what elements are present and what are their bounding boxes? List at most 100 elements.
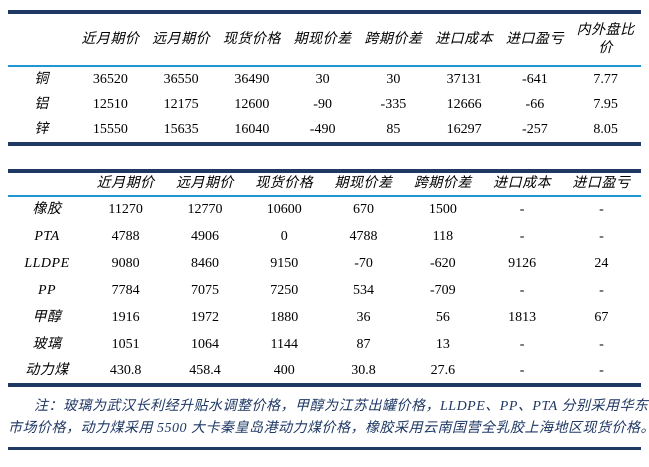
value-cell: -90	[313, 97, 332, 113]
value-cell: 7.95	[593, 97, 618, 113]
value-cell: 118	[432, 228, 454, 244]
value-cell: -	[599, 336, 604, 352]
value-cell: 9150	[270, 255, 299, 271]
value-cell: -	[599, 362, 604, 378]
value-cell: 458.4	[189, 362, 221, 378]
value-cell: 7250	[270, 282, 299, 298]
table-row: 玻璃 1051 1064 1144 87 13 - -	[8, 331, 641, 358]
table-row: PP 7784 7075 7250 534 -709 - -	[8, 277, 641, 304]
value-cell: 16040	[234, 122, 270, 138]
column-header: 跨期价差	[364, 31, 423, 47]
table-row: 动力煤 430.8 458.4 400 30.8 27.6 - -	[8, 358, 641, 385]
value-cell: -	[599, 202, 604, 218]
value-cell: -	[599, 228, 604, 244]
row-label-header	[8, 171, 86, 196]
chemicals-table-header: 近月期价 远月期价 现货价格 期现价差 跨期价差 进口成本 进口盈亏	[8, 171, 642, 196]
value-cell: -620	[430, 255, 456, 271]
column-header: 进口成本	[435, 31, 494, 47]
value-cell: 30	[386, 71, 401, 87]
value-cell: -490	[309, 122, 336, 138]
row-label: 玻璃	[32, 336, 62, 352]
value-cell: 430.8	[109, 362, 142, 378]
value-cell: 36520	[92, 71, 128, 87]
value-cell: -	[519, 362, 525, 378]
value-cell: -641	[522, 71, 548, 87]
value-cell: 67	[594, 309, 609, 325]
column-header: 期现价差	[293, 31, 352, 47]
table-row: 锌 15550 15635 16040 -490 85 16297 -257 8.05	[8, 118, 641, 144]
column-header: 跨期价差	[413, 176, 472, 192]
table-row: 铝 12510 12175 12600 -90 -335 12666 -66 7.95	[8, 92, 641, 118]
value-cell: 7075	[190, 282, 219, 298]
value-cell: 12510	[92, 97, 128, 113]
value-cell: 27.6	[430, 362, 456, 378]
row-label: LLDPE	[24, 255, 70, 271]
table-row: LLDPE 9080 8460 9150 -70 -620 9126 24	[8, 250, 641, 277]
value-cell: 87	[356, 336, 371, 352]
row-label: 锌	[34, 122, 49, 138]
row-label: 动力煤	[25, 362, 69, 378]
value-cell: 4906	[190, 228, 219, 244]
column-header: 期现价差	[334, 176, 393, 192]
value-cell: 8.05	[593, 122, 618, 138]
value-cell: 37131	[446, 71, 482, 87]
value-cell: 670	[353, 202, 375, 218]
table-row: 铜 36520 36550 36490 30 30 37131 -641 7.77	[8, 66, 641, 92]
metals-table-header: 近月期价 远月期价 现货价格 期现价差 跨期价差 进口成本 进口盈亏 内外盘比价	[8, 12, 641, 66]
column-header: 现货价格	[222, 31, 281, 47]
header-row: 近月期价 远月期价 现货价格 期现价差 跨期价差 进口成本 进口盈亏 内外盘比价	[8, 12, 641, 66]
value-cell: -	[599, 282, 604, 298]
column-header: 内外盘比价	[576, 23, 635, 56]
value-cell: 36550	[163, 71, 199, 87]
value-cell: 8460	[190, 255, 219, 271]
table-row: PTA 4788 4906 0 4788 118 - -	[8, 223, 641, 250]
row-label: 甲醇	[32, 309, 62, 325]
value-cell: 9080	[111, 255, 140, 271]
footnote-line-2: 市场价格，动力煤采用 5500 大卡秦皇岛港动力煤价格，橡胶采用云南国营全乳胶上…	[8, 421, 649, 436]
value-cell: 36	[356, 309, 371, 325]
value-cell: 10600	[266, 202, 302, 218]
value-cell: 1916	[111, 309, 140, 325]
value-cell: 13	[435, 336, 450, 352]
value-cell: 4788	[111, 228, 140, 244]
table-row: 橡胶 11270 12770 10600 670 1500 - -	[8, 196, 641, 223]
value-cell: 4788	[349, 228, 378, 244]
value-cell: 16297	[446, 122, 482, 138]
row-label: 橡胶	[32, 202, 62, 218]
footnote-line-1: 注：玻璃为武汉长利经升贴水调整价格，甲醇为江苏出罐价格，LLDPE、PP、PTA…	[34, 399, 649, 414]
value-cell: 7784	[111, 282, 140, 298]
value-cell: 7.77	[593, 71, 618, 87]
column-header: 远月期价	[175, 176, 234, 192]
value-cell: 30	[315, 71, 330, 87]
value-cell: -257	[522, 122, 548, 138]
value-cell: 1880	[270, 309, 299, 325]
footnote: 注：玻璃为武汉长利经升贴水调整价格，甲醇为江苏出罐价格，LLDPE、PP、PTA…	[8, 396, 649, 450]
column-header: 近月期价	[81, 31, 140, 47]
value-cell: 24	[594, 255, 609, 271]
column-header: 远月期价	[152, 31, 211, 47]
header-row: 近月期价 远月期价 现货价格 期现价差 跨期价差 进口成本 进口盈亏	[8, 171, 642, 196]
chemicals-price-table: 近月期价 远月期价 现货价格 期现价差 跨期价差 进口成本 进口盈亏 橡胶 11270 1277…	[8, 169, 642, 387]
value-cell: -	[519, 202, 525, 218]
value-cell: -	[519, 336, 525, 352]
value-cell: 0	[280, 228, 288, 244]
value-cell: 1051	[111, 336, 140, 352]
row-label: 铝	[34, 97, 49, 113]
value-cell: 1144	[270, 336, 298, 352]
value-cell: -70	[354, 255, 373, 271]
row-label: PP	[37, 282, 57, 298]
value-cell: 15635	[163, 122, 199, 138]
value-cell: -709	[430, 282, 456, 298]
row-label: PTA	[34, 228, 60, 244]
value-cell: 12175	[163, 97, 199, 113]
value-cell: 534	[353, 282, 375, 298]
value-cell: 30.8	[351, 362, 376, 378]
metals-table-body: 铜 36520 36550 36490 30 30 37131 -641 7.77 铝 12510 1…	[8, 66, 641, 144]
row-label: 铜	[34, 71, 49, 87]
column-header: 现货价格	[255, 176, 314, 192]
value-cell: 12600	[234, 97, 270, 113]
value-cell: -	[519, 282, 525, 298]
value-cell: 12666	[446, 97, 482, 113]
value-cell: 9126	[508, 255, 537, 271]
value-cell: -335	[380, 97, 407, 113]
